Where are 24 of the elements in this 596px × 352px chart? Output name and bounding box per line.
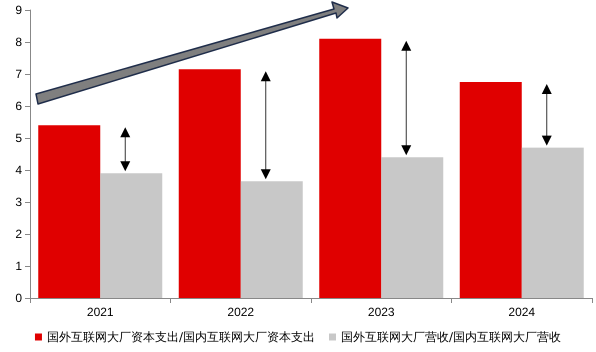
y-tick-label: 4 — [15, 163, 22, 177]
y-tick-label: 9 — [15, 3, 22, 17]
bar — [381, 157, 444, 298]
bar — [522, 148, 584, 298]
y-tick-label: 1 — [15, 259, 22, 273]
y-tick-label: 8 — [15, 35, 22, 49]
y-tick-label: 0 — [15, 291, 22, 305]
y-tick-label: 2 — [15, 227, 22, 241]
x-tick-label: 2023 — [368, 305, 395, 319]
x-tick-label: 2021 — [86, 305, 114, 319]
bar — [178, 69, 241, 298]
y-tick-label: 7 — [15, 67, 22, 81]
y-tick-label: 5 — [15, 131, 22, 145]
x-tick-label: 2024 — [508, 305, 536, 319]
y-tick-label: 6 — [15, 99, 22, 113]
x-tick-label: 2022 — [227, 305, 254, 319]
bar — [38, 125, 100, 298]
legend-label: 国外互联网大厂营收/国内互联网大厂营收 — [341, 330, 562, 344]
y-tick-label: 3 — [15, 195, 22, 209]
legend-label: 国外互联网大厂资本支出/国内互联网大厂资本支出 — [46, 330, 316, 344]
bar — [460, 82, 522, 298]
bar — [240, 181, 303, 298]
bar — [319, 38, 382, 298]
bar — [100, 173, 162, 298]
